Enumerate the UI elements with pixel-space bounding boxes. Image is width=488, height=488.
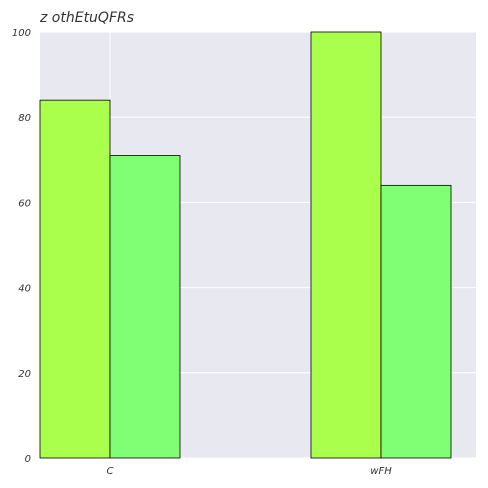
bar-C-series-1 <box>39 99 111 459</box>
chart-title: z othEtuQFRs <box>39 10 134 26</box>
y-tick-label: 60 <box>18 198 31 209</box>
bar-C-series-2 <box>109 155 181 459</box>
y-tick-label: 20 <box>18 369 31 380</box>
y-tick-label: 100 <box>12 28 31 39</box>
bar-wFH-series-2 <box>380 184 452 459</box>
x-tick-label: wFH <box>370 466 392 477</box>
y-tick-label: 0 <box>25 454 31 465</box>
bars <box>39 31 452 459</box>
x-tick-label: C <box>107 466 114 477</box>
bar-wFH-series-1 <box>310 31 382 459</box>
y-tick-label: 40 <box>18 284 31 295</box>
y-tick-label: 80 <box>18 113 31 124</box>
y-axis-ticks: 0 20 40 60 80 100 <box>12 28 31 465</box>
